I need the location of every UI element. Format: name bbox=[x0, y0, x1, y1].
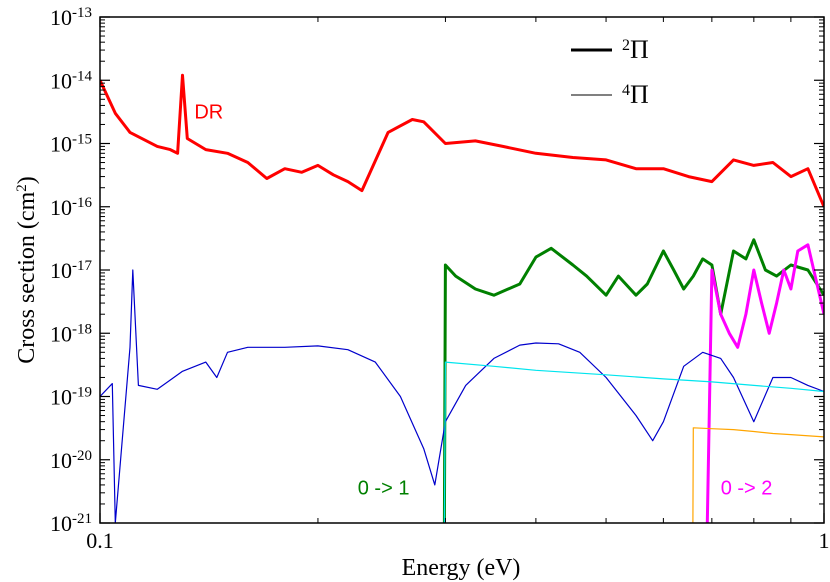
ticks-layer bbox=[99, 16, 825, 524]
series-line-0 bbox=[100, 73, 824, 208]
series-line-3 bbox=[100, 269, 824, 523]
y-tick-label: 10-17 bbox=[50, 258, 92, 283]
series-line-5 bbox=[692, 427, 824, 523]
series-line-2 bbox=[705, 243, 824, 523]
annotations: DR 0 -> 1 0 -> 2 bbox=[194, 101, 772, 499]
series-line-4 bbox=[443, 361, 824, 523]
legend-label-2pi: 2Π bbox=[622, 35, 649, 64]
annotation-2: 0 -> 2 bbox=[721, 478, 773, 500]
plot-frame bbox=[99, 16, 825, 524]
y-tick-label: 10-16 bbox=[50, 195, 92, 220]
x-axis-title: Energy (eV) bbox=[402, 555, 521, 581]
y-tick-label: 10-19 bbox=[50, 385, 92, 410]
legend: 2Π 4Π bbox=[571, 35, 649, 109]
y-tick-label: 10-14 bbox=[50, 68, 92, 93]
annotation-1: 0 -> 1 bbox=[358, 478, 410, 500]
annotation-0: DR bbox=[194, 101, 223, 123]
x-tick-label: 1 bbox=[819, 528, 830, 553]
y-tick-label: 10-20 bbox=[50, 448, 92, 473]
y-tick-label: 10-21 bbox=[50, 511, 92, 536]
series-layer bbox=[100, 73, 824, 523]
y-axis-title: Cross section (cm2) bbox=[14, 176, 40, 363]
y-tick-label: 10-13 bbox=[50, 5, 92, 30]
labels-layer: 10-21 10-20 10-19 10-18 10-17 10-16 10-15 10-14… bbox=[50, 5, 830, 553]
y-tick-label: 10-15 bbox=[50, 132, 92, 157]
x-tick-label: 0.1 bbox=[86, 528, 114, 553]
series-line-1 bbox=[442, 238, 824, 523]
y-tick-label: 10-18 bbox=[50, 321, 92, 346]
legend-label-4pi: 4Π bbox=[622, 80, 649, 109]
